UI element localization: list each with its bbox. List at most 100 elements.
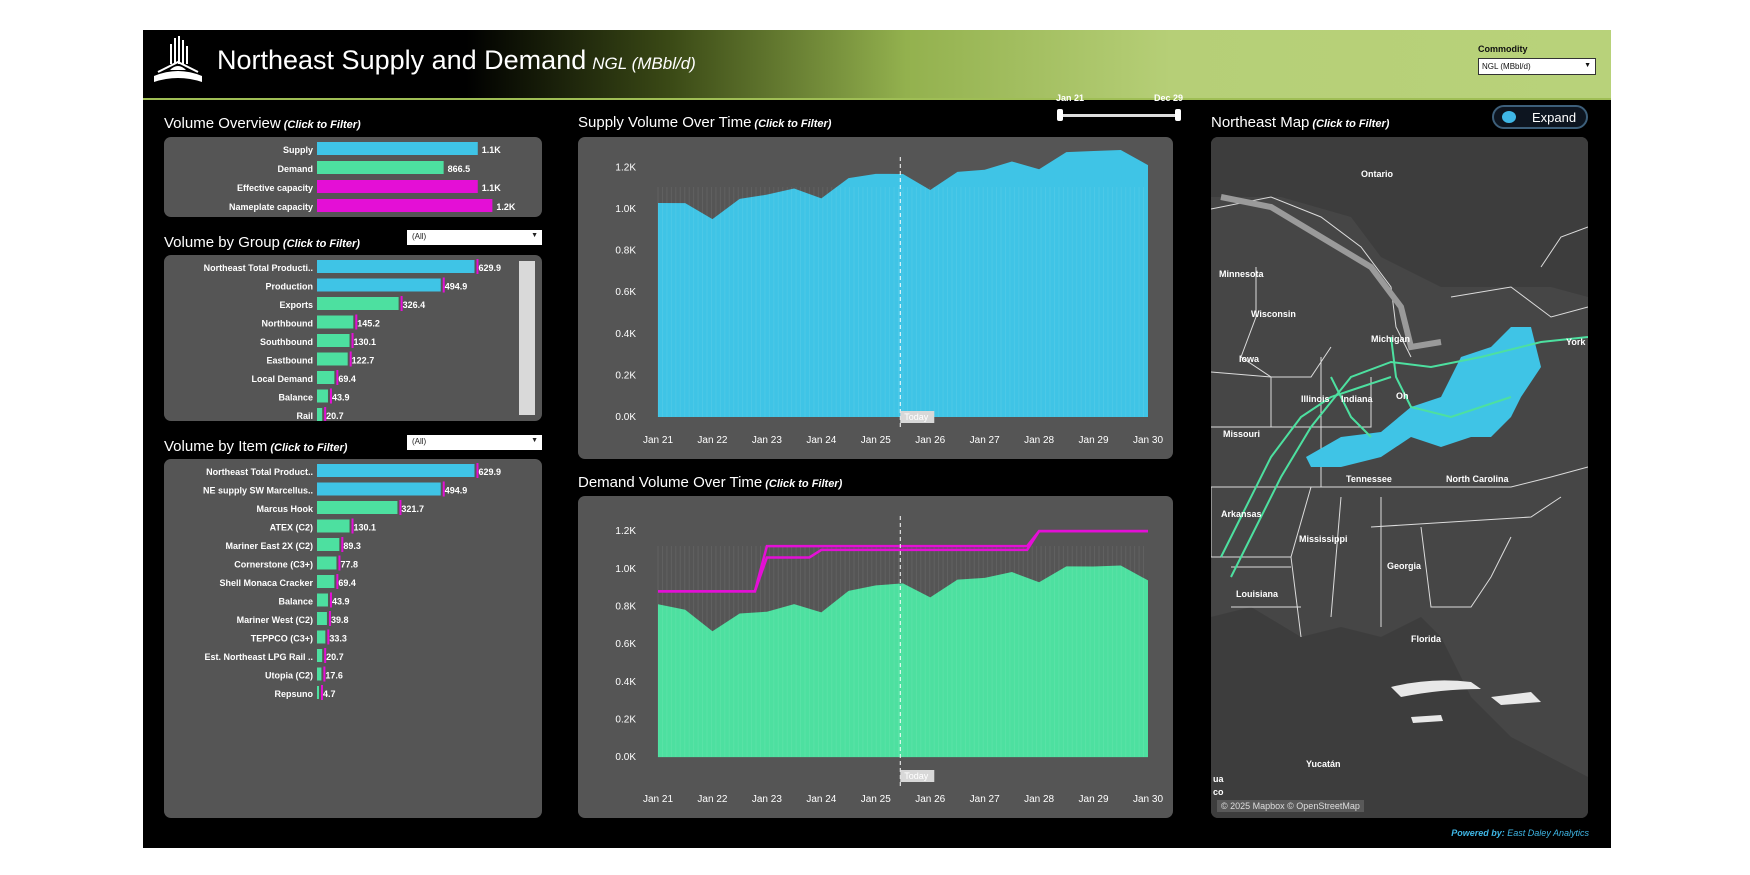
map-label-michigan: Michigan: [1371, 334, 1410, 344]
volume-by-item-hint: (Click to Filter): [270, 442, 348, 454]
demand-volume-chart[interactable]: 0.0K 0.2K 0.4K 0.6K 0.8K 1.0K 1.2K Jan 21 Jan 22…: [578, 496, 1173, 818]
bar-label: Local Demand: [251, 374, 313, 384]
slider-start-handle[interactable]: [1057, 109, 1063, 121]
x-tick-label: Jan 23: [752, 435, 782, 446]
bar: [317, 199, 493, 212]
bar: [317, 371, 335, 384]
date-range-slider[interactable]: Jan 21 Dec 29: [1043, 90, 1183, 122]
x-tick-label: Jan 22: [697, 794, 727, 805]
map-label-edge-1: ua: [1213, 774, 1224, 784]
map-label-indiana: Indiana: [1341, 394, 1373, 404]
volume-by-group-hint: (Click to Filter): [282, 238, 360, 250]
volume-by-group-title[interactable]: Volume by Group (Click to Filter): [164, 234, 360, 251]
pipeline-lines[interactable]: [1220, 336, 1588, 578]
dashboard: Northeast Supply and Demand NGL (MBbl/d) …: [143, 30, 1611, 848]
volume-overview-title[interactable]: Volume Overview (Click to Filter): [164, 115, 361, 132]
capacity-marker: [323, 666, 326, 682]
bar-value: 1.1K: [482, 183, 502, 193]
volume-by-item-chart[interactable]: Northeast Total Product.. 629.9 NE supply …: [164, 459, 542, 818]
map-label-illinois: Illinois: [1301, 394, 1330, 404]
slider-track[interactable]: [1059, 114, 1177, 117]
y-tick-label: 0.2K: [615, 370, 636, 381]
capacity-marker: [476, 463, 479, 478]
capacity-marker: [351, 333, 354, 348]
bar-label: Exports: [279, 300, 313, 310]
bar-label: Mariner East 2X (C2): [225, 541, 313, 551]
x-tick-label: Jan 21: [643, 794, 673, 805]
bar-label: Shell Monaca Cracker: [219, 578, 313, 588]
map-label-louisiana: Louisiana: [1236, 589, 1279, 599]
slider-end-handle[interactable]: [1175, 109, 1181, 121]
today-badge: [900, 770, 935, 782]
y-tick-label: 1.0K: [615, 204, 636, 215]
volume-by-item-title[interactable]: Volume by Item (Click to Filter): [164, 438, 347, 455]
bar: [317, 315, 354, 329]
y-tick-label: 1.2K: [615, 526, 636, 537]
capacity-marker: [349, 351, 352, 367]
capacity-marker: [336, 370, 339, 385]
group-filter-dropdown[interactable]: (All) ▼: [407, 230, 542, 245]
map-label-minnesota: Minnesota: [1219, 269, 1264, 279]
map-attribution[interactable]: © 2025 Mapbox © OpenStreetMap: [1217, 800, 1364, 812]
bar-value: 4.7: [323, 689, 336, 699]
bar-label: Balance: [278, 393, 313, 403]
volume-overview-title-text: Volume Overview: [164, 115, 281, 132]
map-label-ohio: Oh: [1396, 391, 1409, 401]
bar-label: Repsuno: [274, 689, 313, 699]
group-scrollbar[interactable]: [519, 261, 535, 415]
capacity-marker: [329, 388, 332, 404]
x-tick-label: Jan 24: [806, 794, 836, 805]
bar-value: 130.1: [354, 523, 377, 533]
bar-value: 1.2K: [496, 202, 516, 212]
volume-overview-chart[interactable]: Supply 1.1K Demand 866.5 Effective capacity 1…: [164, 137, 542, 217]
x-tick-label: Jan 25: [861, 435, 891, 446]
capacity-marker: [476, 259, 479, 274]
bar: [317, 278, 441, 292]
bar-value: 122.7: [352, 356, 375, 366]
expand-button[interactable]: Expand: [1492, 105, 1588, 129]
bar: [317, 180, 478, 193]
bar: [317, 464, 475, 477]
bar: [317, 556, 337, 570]
northeast-map[interactable]: Ontario Minnesota Wisconsin Michigan Iow…: [1211, 137, 1588, 818]
capacity-marker: [442, 481, 445, 497]
volume-by-group-chart[interactable]: Northeast Total Producti.. 629.9 Productio…: [164, 255, 542, 421]
y-tick-label: 0.8K: [615, 601, 636, 612]
bar-label: Northeast Total Producti..: [204, 263, 313, 273]
x-tick-label: Jan 26: [915, 794, 945, 805]
commodity-dropdown[interactable]: NGL (MBbl/d) ▼: [1478, 58, 1596, 75]
bar: [317, 161, 444, 174]
bar-label: Eastbound: [267, 356, 314, 366]
volume-overview-hint: (Click to Filter): [283, 119, 361, 131]
bar: [317, 352, 348, 366]
bar-label: Balance: [278, 597, 313, 607]
title-text: Northeast Supply and Demand: [217, 45, 587, 75]
item-filter-dropdown[interactable]: (All) ▼: [407, 435, 542, 450]
map-label-missouri: Missouri: [1223, 429, 1260, 439]
bar-label: Supply: [283, 145, 313, 155]
bar: [317, 482, 441, 496]
map-panel[interactable]: Ontario Minnesota Wisconsin Michigan Iow…: [1211, 137, 1588, 818]
bar-value: 33.3: [329, 634, 347, 644]
x-tick-label: Jan 28: [1024, 435, 1054, 446]
supply-chart-title[interactable]: Supply Volume Over Time (Click to Filter): [578, 114, 831, 131]
chevron-down-icon: ▼: [1584, 62, 1591, 69]
bar-label: TEPPCO (C3+): [251, 634, 313, 644]
bar: [317, 142, 478, 155]
northeast-region[interactable]: [1306, 327, 1541, 467]
bar-value: 321.7: [401, 504, 424, 514]
footer[interactable]: Powered by: East Daley Analytics: [1451, 828, 1589, 838]
capacity-marker: [329, 592, 332, 608]
slider-end-label: Dec 29: [1153, 93, 1183, 103]
y-tick-label: 1.0K: [615, 564, 636, 575]
bar-label: Northbound: [262, 319, 313, 329]
title-subtitle: NGL (MBbl/d): [592, 54, 696, 73]
supply-volume-chart[interactable]: 0.0K 0.2K 0.4K 0.6K 0.8K 1.0K 1.2K Jan 21 Jan 22…: [578, 137, 1173, 459]
bar-value: 629.9: [478, 467, 501, 477]
x-tick-label: Jan 28: [1024, 794, 1054, 805]
bar-value: 866.5: [448, 164, 471, 174]
demand-chart-title[interactable]: Demand Volume Over Time (Click to Filter): [578, 474, 842, 491]
map-title[interactable]: Northeast Map (Click to Filter): [1211, 114, 1389, 131]
capacity-marker: [327, 629, 330, 645]
bar-value: 69.4: [338, 578, 356, 588]
